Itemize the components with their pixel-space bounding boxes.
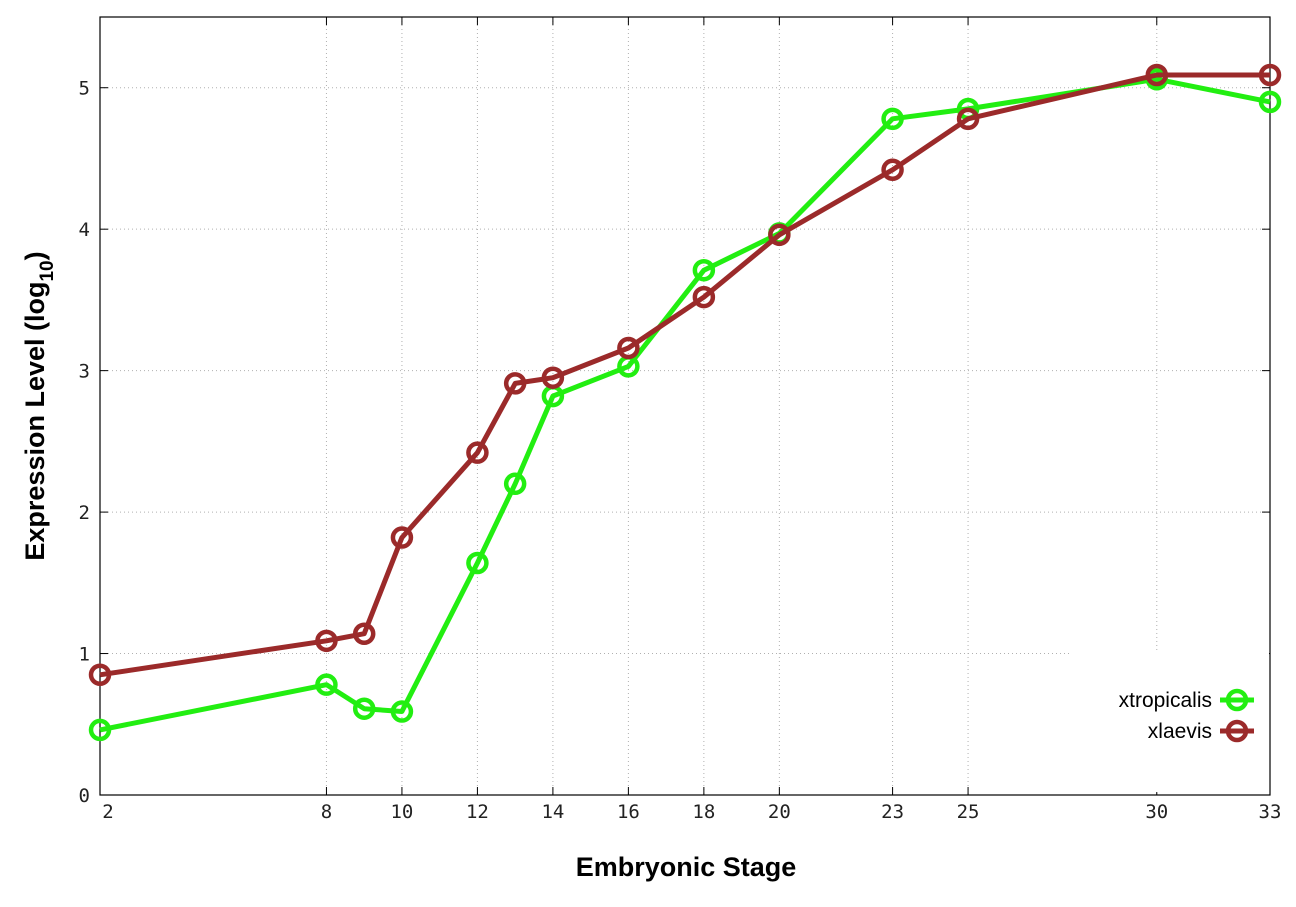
data-point xyxy=(956,107,980,131)
legend: xtropicalis xlaevis xyxy=(1072,652,1269,792)
data-point xyxy=(768,223,791,247)
data-point xyxy=(466,441,489,464)
data-point xyxy=(503,372,527,395)
series-xtropicalis xyxy=(88,67,1282,742)
data-point xyxy=(1145,63,1169,87)
x-tick-label: 2 xyxy=(102,801,113,823)
x-tick-label: 20 xyxy=(768,801,791,823)
data-point xyxy=(390,526,414,549)
y-axis-title-close: ) xyxy=(20,251,50,260)
y-tick-label: 0 xyxy=(79,785,90,807)
data-point xyxy=(390,700,414,723)
data-point xyxy=(881,158,904,182)
plot-frame xyxy=(99,16,1271,796)
x-tick-label: 10 xyxy=(390,801,413,823)
data-point xyxy=(88,663,112,687)
y-tick-label: 2 xyxy=(79,502,90,524)
x-tick-label: 33 xyxy=(1259,801,1282,823)
series-line-xtropicalis xyxy=(99,76,1271,733)
data-point xyxy=(1258,63,1282,87)
y-tick-label: 4 xyxy=(79,219,90,241)
legend-marker-xtropicalis xyxy=(1225,688,1249,712)
data-point xyxy=(315,673,338,696)
legend-label-xlaevis: xlaevis xyxy=(1148,720,1212,743)
legend-label-xtropicalis: xtropicalis xyxy=(1119,689,1212,712)
data-point xyxy=(466,551,489,575)
x-tick-label: 23 xyxy=(881,801,904,823)
x-axis-title: Embryonic Stage xyxy=(576,852,797,882)
data-point xyxy=(352,622,376,645)
data-point xyxy=(352,697,376,720)
y-axis-title-main: Expression Level (log xyxy=(20,282,50,561)
data-point xyxy=(692,258,716,282)
y-axis-title: Expression Level (log10) xyxy=(20,251,58,560)
data-point xyxy=(315,629,338,653)
series-line-xlaevis xyxy=(99,72,1270,678)
data-point xyxy=(1258,90,1282,114)
y-axis-title-subscript: 10 xyxy=(37,260,58,281)
y-tick-label: 5 xyxy=(79,78,90,100)
series-xlaevis xyxy=(88,63,1282,687)
data-point xyxy=(617,336,640,360)
x-tick-label: 8 xyxy=(321,801,332,823)
x-tick-label: 30 xyxy=(1145,801,1168,823)
legend-marker-xlaevis xyxy=(1225,719,1249,743)
data-point xyxy=(503,472,527,496)
data-point xyxy=(541,366,565,389)
x-tick-label: 18 xyxy=(692,801,715,823)
x-tick-label: 25 xyxy=(957,801,980,823)
y-tick-label: 3 xyxy=(79,361,90,383)
x-tick-label: 12 xyxy=(466,801,489,823)
series-layer xyxy=(88,63,1282,742)
data-point xyxy=(692,285,716,309)
data-point xyxy=(88,718,112,742)
x-tick-label: 14 xyxy=(541,801,564,823)
x-tick-label: 16 xyxy=(617,801,640,823)
data-point xyxy=(881,107,904,131)
y-tick-label: 1 xyxy=(79,644,90,666)
